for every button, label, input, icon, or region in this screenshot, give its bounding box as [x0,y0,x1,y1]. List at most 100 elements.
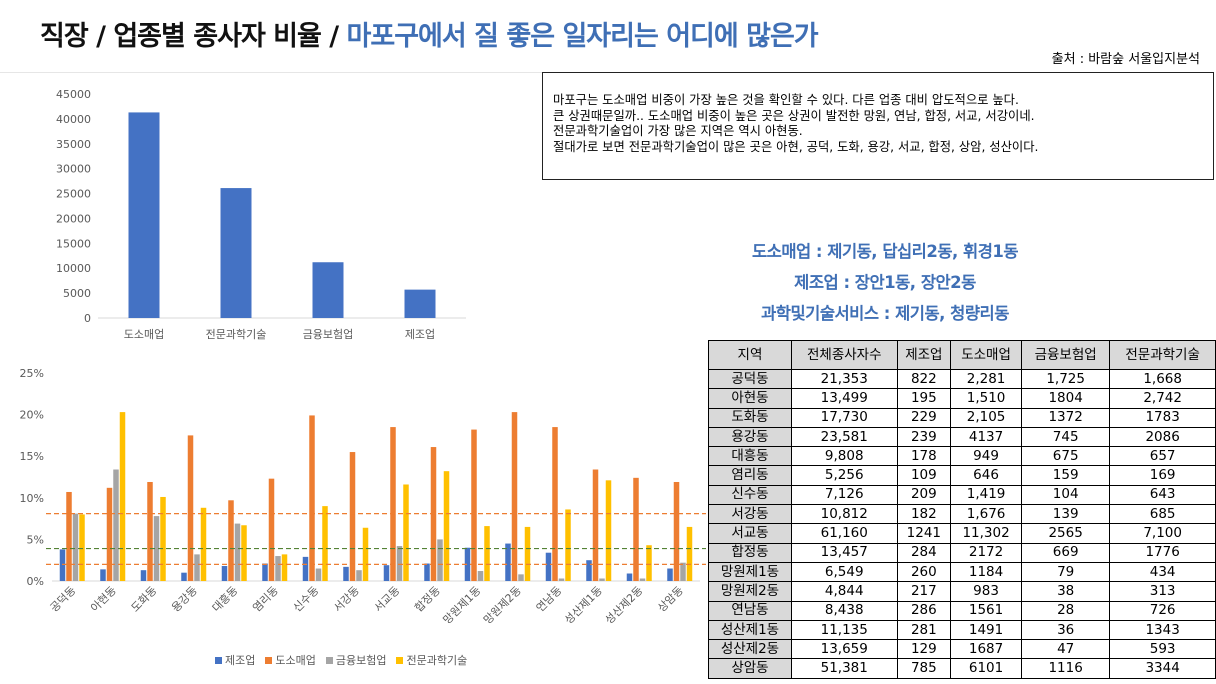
bar [275,556,281,581]
bar [605,480,612,581]
y-tick-label: 15000 [56,237,91,250]
bar [268,478,275,581]
bar [281,554,288,581]
industry-total-bar-chart: 0 5000 10000 15000 20000 25000 30000 35000 40000… [56,88,466,341]
district-name-cell: 대흥동 [708,446,792,467]
bar [315,568,322,581]
legend-label: 금융보험업 [335,654,387,667]
table-cell: 139 [1021,504,1111,525]
table-cell: 47 [1021,639,1111,660]
table-cell: 2,742 [1109,388,1216,409]
x-tick-label: 신수동 [291,584,322,615]
x-tick-label: 망원제2동 [481,584,524,627]
table-header-cell: 지역 [708,340,792,370]
table-cell: 1,510 [950,388,1023,409]
table-cell: 2086 [1109,426,1216,448]
y-tick-label: 10% [20,492,44,505]
bar [403,484,409,581]
table-row: 합정동 13,457 284 2172 669 1776 [708,542,1216,563]
table-header-cell: 금융보험업 [1021,340,1111,370]
bar [505,543,511,581]
table-cell: 7,126 [790,484,898,506]
table-cell: 685 [1109,504,1216,525]
table-cell: 9,808 [790,446,898,467]
table-cell: 1776 [1109,542,1216,563]
bar [667,568,673,581]
district-name-cell: 성산제2동 [708,639,792,660]
table-cell: 109 [896,465,952,486]
bar [72,513,79,581]
bar [552,427,558,581]
legend-label: 전문과학기술 [406,654,468,667]
x-tick-label: 도화동 [129,584,160,615]
y-tick-label: 5% [27,533,44,546]
bar [626,573,633,581]
bar [633,477,639,581]
bar [686,526,693,581]
x-tick-label: 합정동 [412,584,443,615]
table-cell: 17,730 [790,407,898,428]
table-cell: 669 [1021,542,1111,563]
table-cell: 1372 [1021,407,1111,428]
x-tick-label: 전문과학기술 [206,328,267,341]
table-cell: 195 [896,388,952,409]
table-header-cell: 도소매업 [950,340,1023,370]
bar [128,112,160,318]
table-row: 망원제1동 6,549 260 1184 79 434 [708,561,1216,583]
table-cell: 313 [1109,581,1216,602]
note-box: 마포구는 도소매업 비중이 가장 높은 것을 확인할 수 있다. 다른 업종 대… [542,72,1214,180]
y-tick-label: 15% [20,450,44,463]
legend-item: 전문과학기술 [396,652,467,668]
table-cell: 593 [1109,639,1216,660]
table-cell: 1,419 [950,484,1023,506]
table-cell: 1116 [1021,658,1111,679]
bar [140,570,147,581]
table-cell: 1,725 [1021,368,1111,390]
table-cell: 21,353 [790,368,898,390]
bar [106,487,113,581]
district-name-cell: 용강동 [708,426,792,448]
table-cell: 1804 [1021,388,1111,409]
table-cell: 1687 [950,639,1023,660]
bar [221,566,228,581]
table-cell: 13,457 [790,542,898,563]
y-tick-label: 0% [27,575,44,588]
x-tick-label: 용강동 [169,584,200,615]
bar [66,491,72,581]
table-cell: 129 [896,639,952,660]
bar [680,562,686,581]
bar [147,481,153,581]
bar [220,188,252,318]
table-cell: 1,668 [1109,368,1216,390]
legend-swatch [265,656,273,664]
note-line: 큰 상권때문일까.. 도소매업 비중이 높은 곳은 상권이 발전한 망원, 연남… [553,108,1035,123]
bar [153,516,160,581]
table-cell: 4137 [950,426,1023,448]
district-employment-table: 지역 전체종사자수 제조업 도소매업 금융보험업 전문과학기술 공덕동 21,353 822 2… [708,340,1216,679]
district-ratio-bar-chart: 0% 5% 10% 15% 20% 25% 공덕동 아현동 도화동 용강동 대흥동 염리동 신수동 서강동… [20,367,706,627]
source-label: 출처 : 바람숲 서울입지분석 [1051,52,1200,67]
bar [194,554,200,581]
table-cell: 3344 [1109,658,1216,679]
table-cell: 8,438 [790,600,898,621]
table-cell: 434 [1109,561,1216,583]
legend-item: 금융보험업 [325,652,387,668]
note-line: 마포구는 도소매업 비중이 가장 높은 것을 확인할 수 있다. 다른 업종 대… [553,93,1019,107]
bar [79,514,85,581]
x-tick-label: 아현동 [88,584,119,615]
table-cell: 28 [1021,600,1111,621]
table-row: 염리동 5,256 109 646 159 169 [708,465,1216,486]
y-tick-label: 5000 [63,287,91,300]
table-cell: 1343 [1109,619,1216,641]
bar [302,556,309,581]
table-cell: 217 [896,581,952,602]
x-tick-label: 상암동 [655,584,686,615]
x-tick-label: 도소매업 [124,328,164,341]
y-tick-label: 30000 [56,163,91,176]
table-cell: 2,281 [950,368,1023,390]
x-tick-label: 서강동 [331,584,362,615]
bar [565,509,571,581]
table-cell: 1491 [950,619,1023,641]
table-cell: 785 [896,658,952,679]
x-tick-label: 성산제1동 [562,584,605,627]
